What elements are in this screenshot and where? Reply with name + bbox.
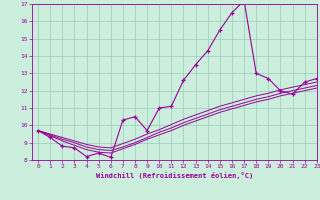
X-axis label: Windchill (Refroidissement éolien,°C): Windchill (Refroidissement éolien,°C) [96,172,253,179]
